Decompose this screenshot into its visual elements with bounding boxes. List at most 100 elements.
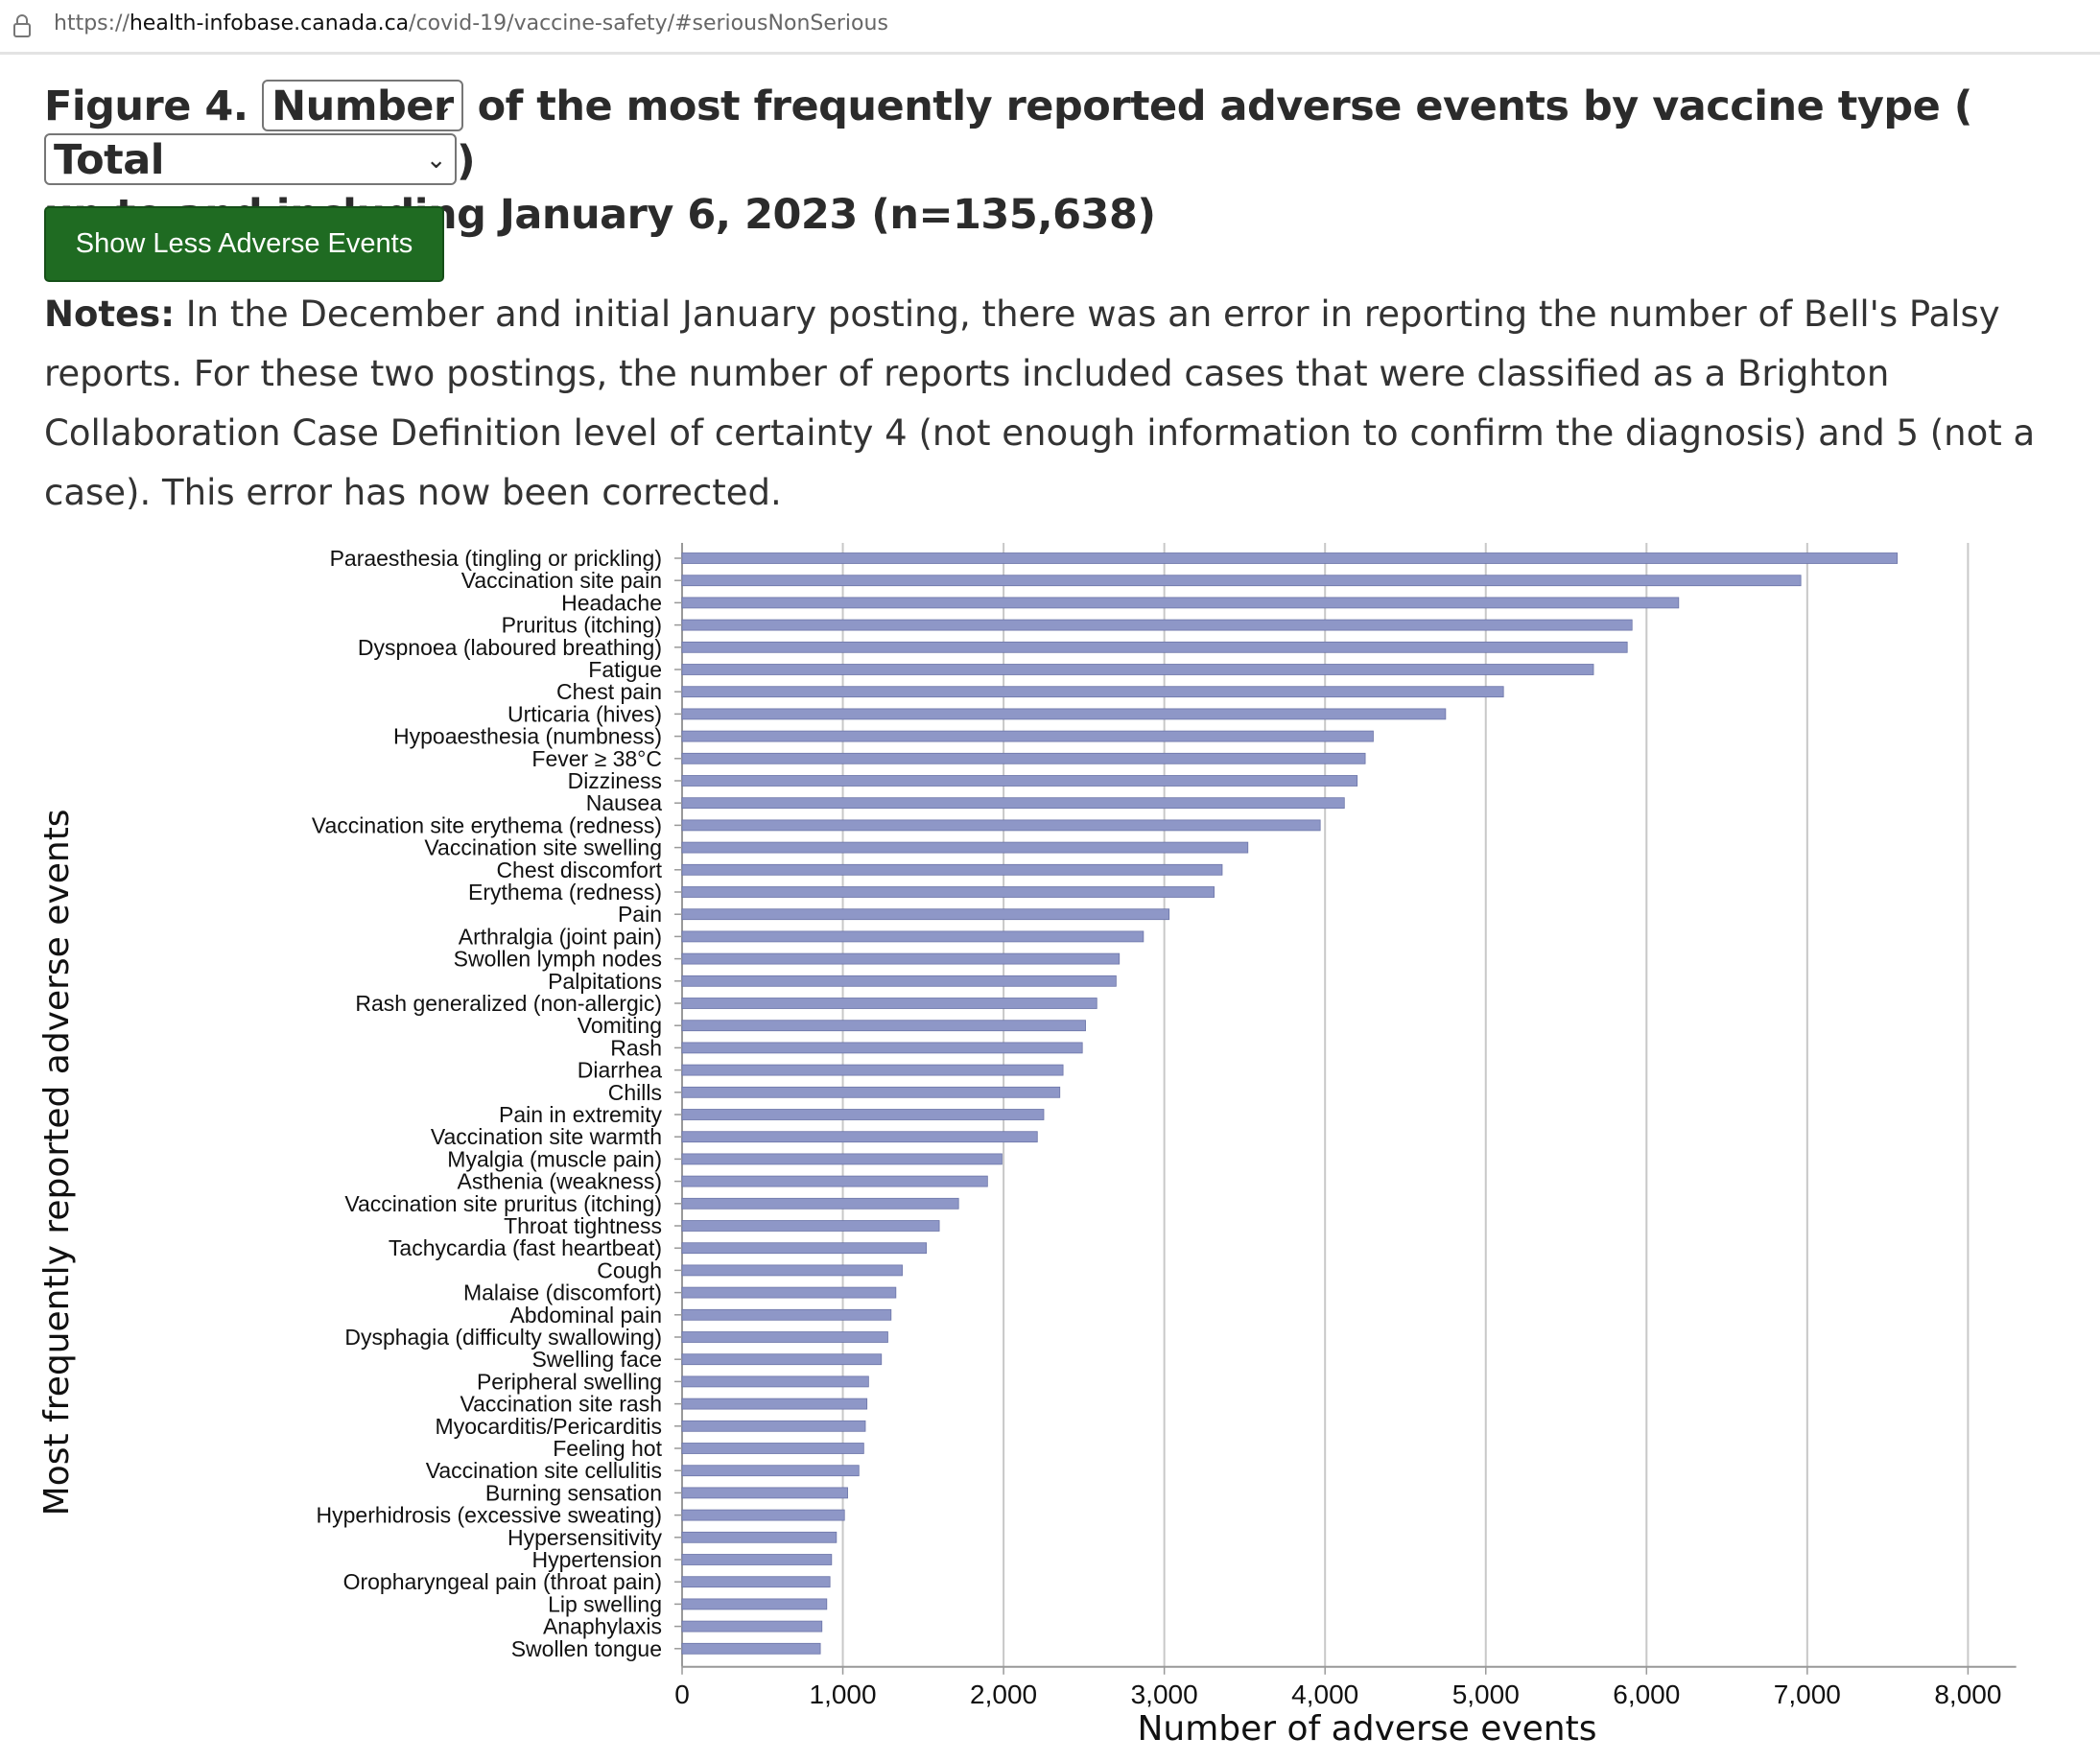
bar <box>681 886 1215 898</box>
notes-text: In the December and initial January post… <box>44 294 2036 513</box>
bar <box>681 1153 1003 1165</box>
bar <box>681 1642 821 1655</box>
notes: Notes: In the December and initial Janua… <box>44 285 2088 523</box>
bar <box>681 1286 897 1299</box>
bar <box>681 641 1628 653</box>
category-label: Lip swelling <box>548 1591 662 1616</box>
bar <box>681 664 1594 675</box>
category-label: Feeling hot <box>553 1436 662 1461</box>
bar <box>681 1197 959 1210</box>
bar <box>681 686 1504 698</box>
bar <box>681 1331 888 1343</box>
category-label: Diarrhea <box>578 1058 662 1083</box>
category-label: Dysphagia (difficulty swallowing) <box>344 1325 662 1350</box>
category-label: Vaccination site pruritus (itching) <box>344 1191 662 1216</box>
title-middle: of the most frequently reported adverse … <box>477 82 1973 130</box>
bar <box>681 1353 883 1366</box>
category-label: Abdominal pain <box>509 1303 662 1327</box>
bar <box>681 1509 845 1521</box>
bar <box>681 1064 1064 1076</box>
category-label: Chills <box>608 1080 662 1105</box>
bar <box>681 975 1117 987</box>
x-tick-label: 1,000 <box>810 1680 877 1709</box>
x-tick-label: 3,000 <box>1131 1680 1198 1709</box>
category-label: Vaccination site warmth <box>431 1124 662 1149</box>
bar <box>681 1109 1045 1120</box>
category-label: Rash <box>610 1035 662 1060</box>
category-label: Headache <box>561 590 662 615</box>
bar <box>681 730 1374 742</box>
category-label: Paraesthesia (tingling or prickling) <box>330 546 662 571</box>
category-label: Vaccination site rash <box>460 1392 662 1417</box>
category-label: Arthralgia (joint pain) <box>459 924 662 949</box>
bar <box>681 775 1358 787</box>
category-label: Anaphylaxis <box>543 1614 662 1639</box>
category-label: Dizziness <box>568 768 662 793</box>
category-label: Hypoaesthesia (numbness) <box>393 724 662 749</box>
bar <box>681 1465 860 1477</box>
bar <box>681 619 1633 631</box>
bar <box>681 1175 988 1187</box>
category-label: Chest pain <box>556 679 662 704</box>
adverse-events-bar-chart: Paraesthesia (tingling or prickling)Vacc… <box>37 543 2017 1749</box>
title-close-paren: ) <box>457 136 476 185</box>
bar <box>681 752 1366 764</box>
category-label: Vomiting <box>578 1013 662 1038</box>
category-label: Vaccination site pain <box>461 568 662 593</box>
bar <box>681 1264 903 1277</box>
bar <box>681 1576 831 1588</box>
bar <box>681 1042 1083 1054</box>
bar <box>681 998 1097 1009</box>
browser-address-bar[interactable]: https://health-infobase.canada.ca/covid-… <box>0 0 2100 55</box>
category-label: Vaccination site cellulitis <box>426 1458 662 1483</box>
category-label: Fever ≥ 38°C <box>531 746 662 771</box>
bar <box>681 908 1170 921</box>
show-less-adverse-events-button[interactable]: Show Less Adverse Events <box>44 206 444 282</box>
bar <box>681 930 1144 943</box>
category-label: Pruritus (itching) <box>502 613 662 638</box>
vaccine-type-select[interactable]: Total ⌄ <box>44 133 457 185</box>
notes-label: Notes: <box>44 294 175 335</box>
bar <box>681 1420 866 1432</box>
category-label: Cough <box>597 1257 662 1282</box>
bar <box>681 552 1899 564</box>
bar <box>681 1086 1061 1098</box>
bar <box>681 841 1249 854</box>
x-tick-label: 2,000 <box>970 1680 1037 1709</box>
url-host: health-infobase.canada.ca <box>129 12 410 35</box>
category-label: Vaccination site swelling <box>424 835 662 860</box>
category-label: Burning sensation <box>485 1480 662 1505</box>
category-label: Myocarditis/Pericarditis <box>436 1414 662 1439</box>
category-label: Swollen lymph nodes <box>454 947 662 972</box>
lock-icon <box>13 14 31 37</box>
url-path: /covid-19/vaccine-safety/#seriousNonSeri… <box>409 12 888 35</box>
url-scheme: https:// <box>54 12 130 35</box>
x-tick-label: 7,000 <box>1774 1680 1841 1709</box>
bar <box>681 797 1345 810</box>
x-tick-label: 0 <box>674 1680 690 1709</box>
category-label: Fatigue <box>588 657 662 682</box>
x-tick-label: 6,000 <box>1613 1680 1680 1709</box>
category-label: Hypertension <box>531 1547 662 1572</box>
measure-select[interactable]: Number ⌄ <box>262 79 464 131</box>
x-tick-label: 4,000 <box>1291 1680 1358 1709</box>
bar <box>681 1020 1086 1032</box>
bar <box>681 1242 928 1255</box>
x-axis-title: Number of adverse events <box>1137 1709 1596 1749</box>
bar <box>681 952 1121 965</box>
url-text[interactable]: https://health-infobase.canada.ca/covid-… <box>54 12 888 35</box>
category-label: Throat tightness <box>504 1213 662 1238</box>
chevron-down-icon: ⌄ <box>432 91 454 121</box>
category-label: Vaccination site erythema (redness) <box>312 812 662 837</box>
category-label: Nausea <box>586 790 662 815</box>
category-label: Peripheral swelling <box>477 1369 662 1394</box>
category-label: Hyperhidrosis (excessive sweating) <box>317 1503 662 1528</box>
bar <box>681 708 1447 720</box>
bar <box>681 1487 848 1499</box>
category-label: Rash generalized (non-allergic) <box>355 991 662 1016</box>
category-label: Asthenia (weakness) <box>458 1169 663 1194</box>
category-label: Malaise (discomfort) <box>463 1280 662 1305</box>
category-label: Urticaria (hives) <box>507 701 662 726</box>
chevron-down-icon: ⌄ <box>425 146 447 175</box>
category-label: Tachycardia (fast heartbeat) <box>389 1235 662 1260</box>
